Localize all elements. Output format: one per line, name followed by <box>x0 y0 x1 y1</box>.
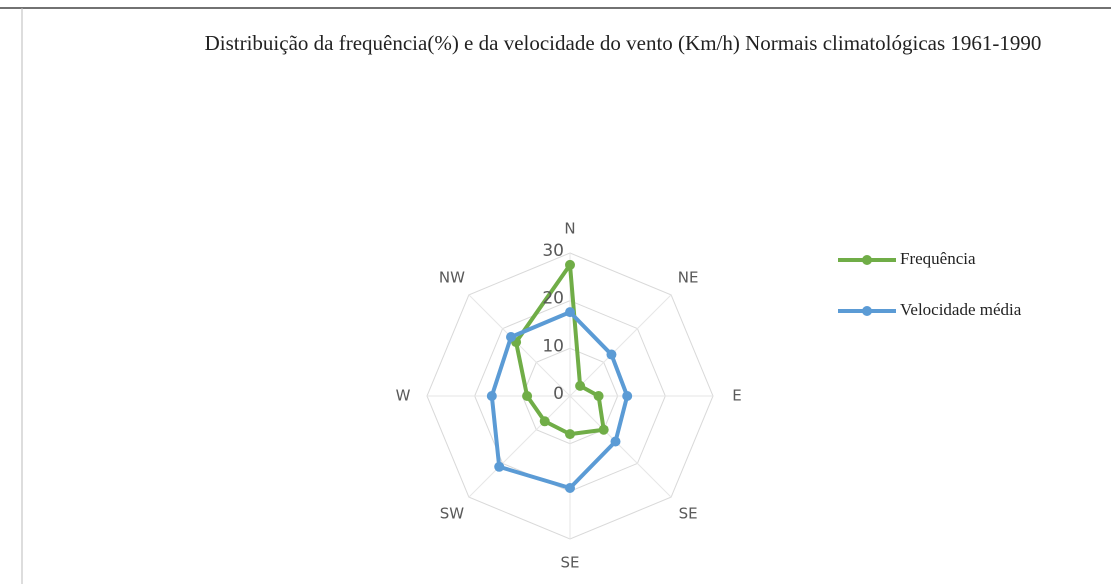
data-point <box>575 380 586 391</box>
legend-marker <box>862 306 872 316</box>
data-point <box>539 416 550 427</box>
data-point <box>610 436 621 447</box>
category-label: NW <box>439 268 465 286</box>
spoke <box>468 395 571 498</box>
category-label: W <box>396 387 411 405</box>
spoke <box>569 395 672 498</box>
data-point <box>522 391 533 401</box>
category-label: N <box>564 220 575 238</box>
data-point <box>565 307 575 318</box>
spoke <box>569 294 672 397</box>
data-point <box>506 332 517 343</box>
category-label: SE <box>679 505 698 523</box>
category-label: E <box>732 387 741 405</box>
data-point <box>622 391 633 401</box>
data-point <box>486 391 497 401</box>
category-label: NE <box>678 268 699 286</box>
data-point <box>565 429 575 440</box>
data-point <box>565 259 575 270</box>
data-point <box>593 391 604 401</box>
legend-marker <box>862 255 872 265</box>
radial-tick-label: 20 <box>542 289 564 309</box>
data-point <box>606 349 617 360</box>
data-point <box>494 461 505 472</box>
radial-tick-label: 0 <box>553 384 564 404</box>
category-label: SE <box>561 554 580 572</box>
legend-label: Frequência <box>900 249 976 268</box>
radial-tick-label: 10 <box>542 336 564 356</box>
category-label: SW <box>440 505 465 523</box>
radial-tick-label: 30 <box>542 241 564 261</box>
data-point <box>598 424 609 435</box>
data-point <box>565 482 575 493</box>
chart-title: Distribuição da frequência(%) e da veloc… <box>204 31 1042 55</box>
legend-label: Velocidade média <box>900 300 1022 319</box>
